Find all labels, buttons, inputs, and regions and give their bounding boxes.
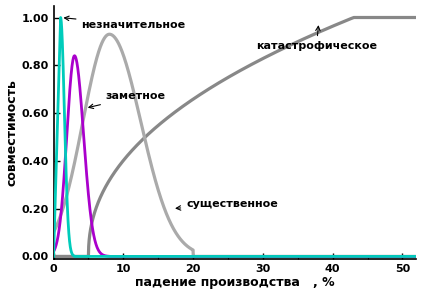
Text: катастрофическое: катастрофическое: [256, 26, 377, 51]
Text: существенное: существенное: [176, 199, 278, 210]
X-axis label: падение производства   , %: падение производства , %: [135, 276, 335, 289]
Text: незначительное: незначительное: [65, 16, 186, 30]
Y-axis label: совместимость: совместимость: [5, 79, 19, 186]
Text: заметное: заметное: [89, 91, 166, 109]
